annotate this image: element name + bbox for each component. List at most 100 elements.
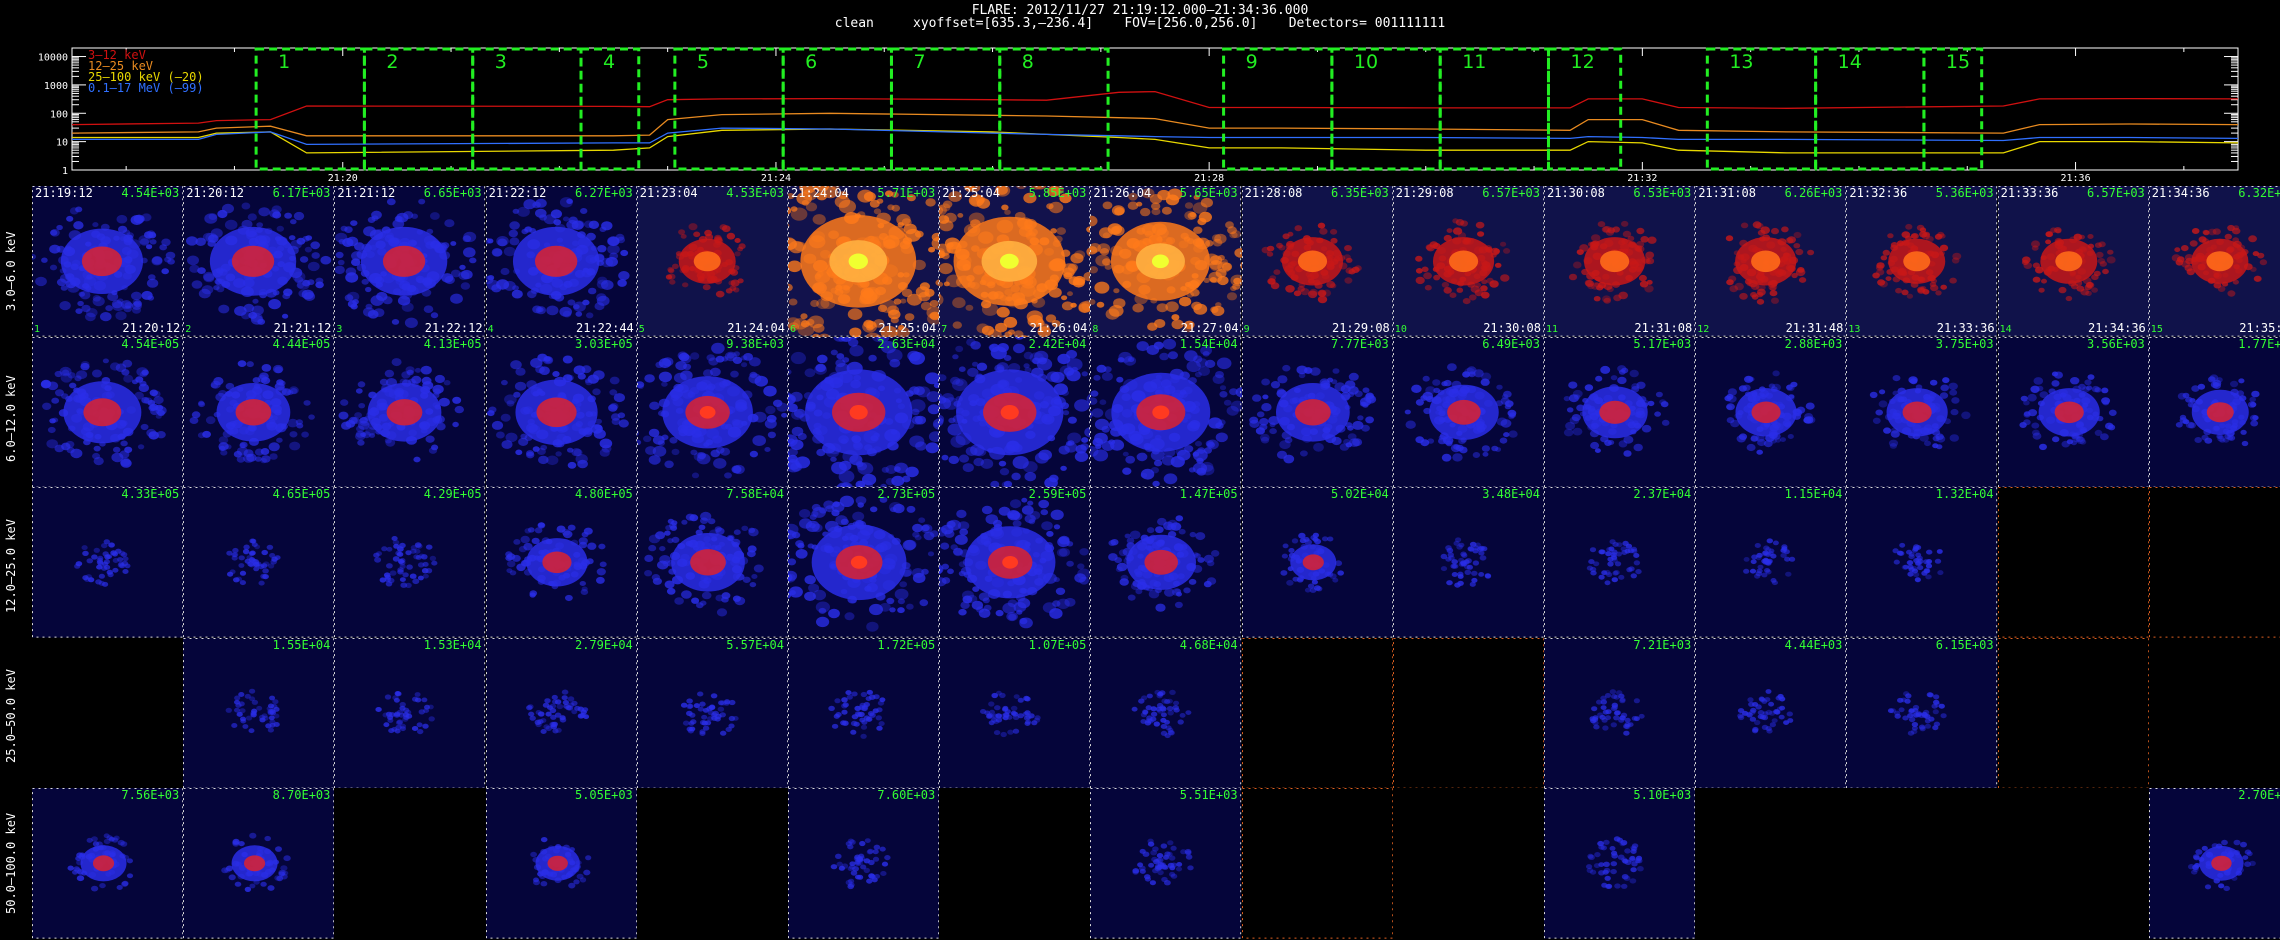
image-panel xyxy=(183,788,335,939)
y-tick-label: 10000 xyxy=(38,53,68,64)
image-cell xyxy=(939,788,1091,939)
flux-label: 1.77E+03 xyxy=(2238,336,2280,351)
figure-title: FLARE: 2012/11/27 21:19:12.000–21:34:36.… xyxy=(971,3,1309,18)
image-cell: 5.36E+03 21:32:36 21:33:36 13 xyxy=(1846,186,1998,337)
end-time-label: 21:22:12 xyxy=(424,320,483,335)
start-time-label: 21:20:12 xyxy=(186,186,244,200)
image-cell: 5.57E+04 xyxy=(636,637,788,789)
interval-label-6: 6 xyxy=(805,51,817,73)
image-cell: 1.72E+05 xyxy=(788,637,940,789)
image-cell: 6.49E+03 xyxy=(1392,336,1544,488)
flux-label: 1.32E+04 xyxy=(1935,487,1994,502)
image-panel xyxy=(485,186,637,337)
image-panel xyxy=(788,637,940,789)
flux-label: 6.49E+03 xyxy=(1482,336,1540,351)
flux-label: 5.85E+03 xyxy=(1028,186,1087,200)
flux-label: 5.51E+03 xyxy=(1179,788,1238,803)
image-panel xyxy=(1544,336,1696,488)
x-tick-label: 21:28 xyxy=(1194,173,1224,184)
image-cell xyxy=(1846,788,1998,939)
image-cell: 4.68E+04 xyxy=(1090,637,1242,789)
image-panel xyxy=(939,637,1091,789)
interval-label-9: 9 xyxy=(1246,51,1258,73)
interval-label-3: 3 xyxy=(495,51,507,73)
flux-label: 4.33E+05 xyxy=(121,487,180,502)
image-panel xyxy=(334,788,486,939)
image-panel xyxy=(2148,336,2280,488)
flux-label: 2.63E+04 xyxy=(877,336,936,351)
interval-label-7: 7 xyxy=(913,51,925,73)
figure-subtitle: clean xyoffset=[635.3,–236.4] FOV=[256.0… xyxy=(834,16,1446,31)
interval-index-label: 3 xyxy=(336,323,343,335)
image-panel xyxy=(636,788,788,939)
image-panel xyxy=(1090,487,1242,638)
flux-label: 2.88E+03 xyxy=(1784,336,1843,351)
image-panel xyxy=(1846,487,1998,638)
image-cell: 5.17E+03 xyxy=(1544,336,1696,488)
image-panel xyxy=(32,186,184,337)
end-time-label: 21:21:12 xyxy=(273,320,332,335)
image-cell xyxy=(1392,788,1544,939)
image-panel xyxy=(1695,186,1847,337)
energy-band-label: 6.0–12.0 keV xyxy=(4,375,18,462)
image-panel xyxy=(334,487,486,638)
image-cell: 7.58E+04 xyxy=(636,487,788,638)
series-line-2 xyxy=(71,112,2239,137)
flux-label: 7.58E+04 xyxy=(726,487,784,502)
flux-label: 3.56E+03 xyxy=(2086,336,2145,351)
image-cell xyxy=(334,788,486,939)
start-time-label: 21:22:12 xyxy=(488,186,547,200)
image-cell: 2.70E+03 xyxy=(2148,788,2280,939)
flux-label: 5.57E+04 xyxy=(726,637,784,652)
image-panel xyxy=(1090,788,1242,939)
interval-box-3 xyxy=(471,47,583,171)
flux-label: 5.02E+04 xyxy=(1330,487,1389,502)
image-cell: 2.88E+03 xyxy=(1695,336,1847,488)
flux-label: 5.10E+03 xyxy=(1633,788,1692,803)
lightcurve-plot: 10000 1000 100 10 1 21:20 21:24 21:28 21:32 21:36… xyxy=(38,47,2239,184)
image-panel xyxy=(1392,637,1544,789)
end-time-label: 21:31:08 xyxy=(1634,320,1693,335)
image-cell: 1.77E+03 xyxy=(2148,336,2280,488)
plot-frame xyxy=(71,47,2239,171)
end-time-label: 21:34:36 xyxy=(2087,320,2146,335)
interval-label-15: 15 xyxy=(1946,51,1970,73)
end-time-label: 21:30:08 xyxy=(1483,320,1541,335)
flux-label: 4.53E+03 xyxy=(726,186,784,200)
x-tick-label: 21:32 xyxy=(1627,173,1657,184)
image-cell: 6.57E+03 21:33:36 21:34:36 14 xyxy=(1997,186,2149,337)
interval-box-9 xyxy=(1222,47,1334,171)
image-cell: 7.77E+03 xyxy=(1241,336,1393,488)
interval-label-11: 11 xyxy=(1462,51,1486,73)
start-time-label: 21:32:36 xyxy=(1849,186,1908,200)
image-panel xyxy=(1997,637,2149,789)
flux-label: 6.35E+03 xyxy=(1330,186,1389,200)
image-panel xyxy=(485,487,637,638)
image-panel xyxy=(1090,637,1242,789)
image-panel xyxy=(1241,637,1393,789)
flux-label: 4.44E+03 xyxy=(1784,637,1843,652)
image-cell: 7.60E+03 xyxy=(788,788,940,939)
interval-label-5: 5 xyxy=(697,51,709,73)
image-panel xyxy=(1695,487,1847,638)
energy-band-label: 3.0–6.0 keV xyxy=(4,231,18,312)
interval-index-label: 11 xyxy=(1546,323,1559,335)
image-panel xyxy=(939,186,1091,337)
flux-label: 2.70E+03 xyxy=(2238,788,2280,803)
image-panel xyxy=(485,788,637,939)
end-time-label: 21:26:04 xyxy=(1029,320,1088,335)
image-cell xyxy=(1241,788,1393,939)
flux-label: 5.36E+03 xyxy=(1935,186,1994,200)
series-line-3 xyxy=(72,128,2239,154)
image-cell: 4.13E+05 xyxy=(334,336,486,488)
flux-label: 2.42E+04 xyxy=(1028,336,1087,351)
flux-label: 5.17E+03 xyxy=(1633,336,1692,351)
flux-label: 3.75E+03 xyxy=(1935,336,1994,351)
start-time-label: 21:19:12 xyxy=(35,186,93,200)
image-cell xyxy=(2148,487,2280,638)
flux-label: 4.29E+05 xyxy=(423,487,482,502)
interval-box-12 xyxy=(1546,47,1623,171)
flux-label: 1.47E+05 xyxy=(1179,487,1238,502)
image-panel xyxy=(788,186,940,337)
image-panel xyxy=(183,186,335,337)
